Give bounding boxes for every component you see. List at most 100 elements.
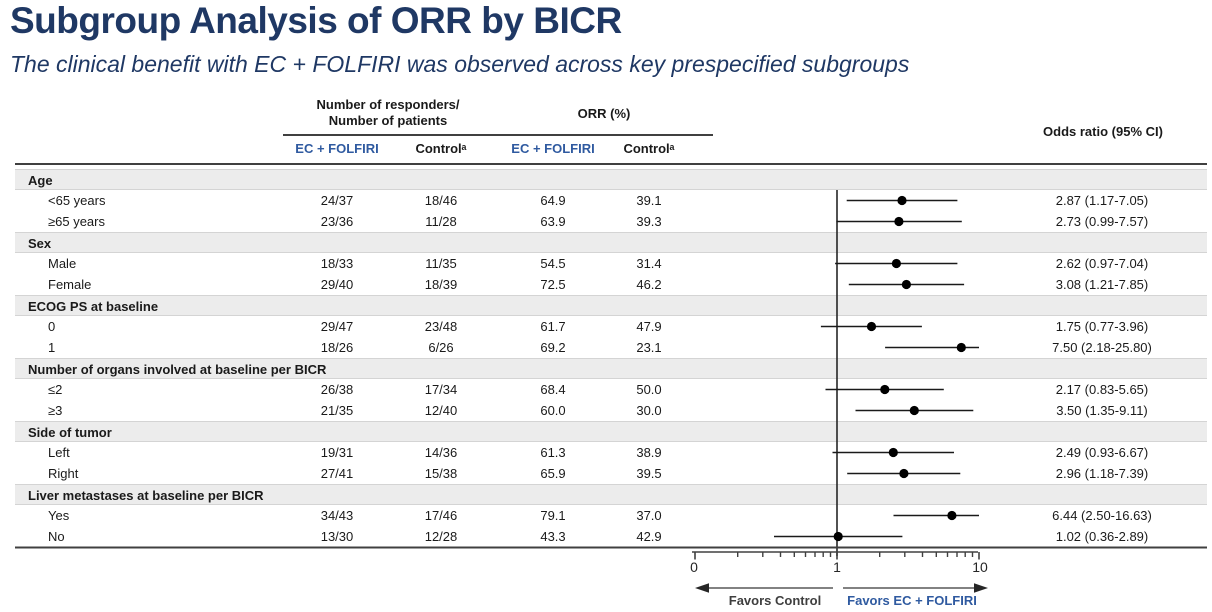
section-label: Age	[28, 173, 53, 188]
odds-ratio-cell: 2.62 (0.97-7.04)	[1055, 256, 1149, 271]
subheader-control-responders: Controlᵃ	[415, 141, 467, 156]
orr-control-cell: 30.0	[636, 403, 662, 418]
responders-ec-cell: 34/43	[320, 508, 354, 523]
subgroup-label: ≤2	[48, 382, 63, 397]
header-orr: ORR (%)	[577, 106, 631, 121]
odds-ratio-cell: 3.50 (1.35-9.11)	[1056, 403, 1148, 418]
responders-control-cell: 6/26	[428, 340, 454, 355]
subgroup-label: No	[48, 529, 65, 544]
orr-ec-cell: 54.5	[540, 256, 566, 271]
orr-ec-cell: 60.0	[540, 403, 566, 418]
odds-ratio-cell: 3.08 (1.21-7.85)	[1055, 277, 1149, 292]
axis-tick-label-0: 0	[690, 559, 698, 575]
odds-ratio-cell: 2.96 (1.18-7.39)	[1055, 466, 1149, 481]
orr-ec-cell: 64.9	[540, 193, 566, 208]
odds-ratio-cell: 2.49 (0.93-6.67)	[1055, 445, 1149, 460]
orr-ec-cell: 65.9	[540, 466, 566, 481]
responders-ec-cell: 18/33	[320, 256, 354, 271]
subgroup-row: <65 years 24/37 18/46 64.9 39.1 2.87 (1.17-7.…	[15, 190, 1207, 211]
page-title: Subgroup Analysis of ORR by BICR	[10, 0, 622, 41]
subgroup-row: No 13/30 12/28 43.3 42.9 1.02 (0.36-2.89)	[15, 526, 1207, 547]
axis-tick-label-10: 10	[972, 559, 988, 575]
subgroup-row: Right 27/41 15/38 65.9 39.5 2.96 (1.18-7.39)	[15, 463, 1207, 484]
header-responders: Number of responders/ Number of patients	[316, 97, 460, 128]
orr-control-cell: 42.9	[636, 529, 662, 544]
orr-control-cell: 23.1	[636, 340, 662, 355]
section-label: Number of organs involved at baseline pe…	[28, 362, 327, 377]
section-row: Liver metastases at baseline per BICR	[15, 484, 1207, 505]
orr-ec-cell: 68.4	[540, 382, 566, 397]
orr-ec-cell: 79.1	[540, 508, 566, 523]
section-row: Number of organs involved at baseline pe…	[15, 358, 1207, 379]
subgroup-label: ≥3	[48, 403, 63, 418]
odds-ratio-cell: 6.44 (2.50-16.63)	[1052, 508, 1152, 523]
orr-ec-cell: 69.2	[540, 340, 566, 355]
subgroup-row: 1 18/26 6/26 69.2 23.1 7.50 (2.18-25.80)	[15, 337, 1207, 358]
responders-control-cell: 18/39	[424, 277, 458, 292]
favors-control-label: Favors Control	[728, 593, 822, 608]
responders-ec-cell: 26/38	[320, 382, 354, 397]
subgroup-row: Left 19/31 14/36 61.3 38.9 2.49 (0.93-6.67)	[15, 442, 1207, 463]
responders-ec-cell: 29/47	[320, 319, 354, 334]
responders-ec-cell: 23/36	[320, 214, 354, 229]
page-subtitle: The clinical benefit with EC + FOLFIRI w…	[10, 51, 910, 77]
section-label: ECOG PS at baseline	[28, 299, 159, 314]
section-row: ECOG PS at baseline	[15, 295, 1207, 316]
orr-ec-cell: 63.9	[540, 214, 566, 229]
subgroup-label: Left	[48, 445, 70, 460]
subgroup-label: ≥65 years	[48, 214, 105, 229]
subgroup-row: ≤2 26/38 17/34 68.4 50.0 2.17 (0.83-5.65)	[15, 379, 1207, 400]
subgroup-label: Female	[48, 277, 92, 292]
section-row: Sex	[15, 232, 1207, 253]
subgroup-label: Male	[48, 256, 77, 271]
odds-ratio-cell: 1.75 (0.77-3.96)	[1055, 319, 1149, 334]
responders-control-cell: 11/28	[425, 214, 457, 229]
subgroup-label: Right	[48, 466, 79, 481]
subgroup-label: 0	[48, 319, 56, 334]
orr-control-cell: 46.2	[636, 277, 662, 292]
orr-ec-cell: 72.5	[540, 277, 566, 292]
orr-control-cell: 31.4	[636, 256, 662, 271]
odds-ratio-cell: 7.50 (2.18-25.80)	[1052, 340, 1152, 355]
responders-ec-cell: 29/40	[320, 277, 354, 292]
responders-control-cell: 11/35	[425, 256, 457, 271]
subgroup-label: Yes	[48, 508, 70, 523]
responders-control-cell: 12/28	[424, 529, 458, 544]
orr-control-cell: 37.0	[636, 508, 662, 523]
section-label: Sex	[28, 236, 52, 251]
header-group-underline	[283, 134, 713, 136]
favors-control-arrowhead	[695, 583, 709, 593]
subgroup-row: ≥65 years 23/36 11/28 63.9 39.3 2.73 (0.99-7.…	[15, 211, 1207, 232]
subgroup-row: Female 29/40 18/39 72.5 46.2 3.08 (1.21-7.85)	[15, 274, 1207, 295]
header-odds-ratio: Odds ratio (95% CI)	[1043, 124, 1163, 139]
subgroup-row: 0 29/47 23/48 61.7 47.9 1.75 (0.77-3.96)	[15, 316, 1207, 337]
subgroup-row: Male 18/33 11/35 54.5 31.4 2.62 (0.97-7.04)	[15, 253, 1207, 274]
section-label: Liver metastases at baseline per BICR	[28, 488, 264, 503]
favors-ec-arrowhead	[974, 583, 988, 593]
responders-control-cell: 23/48	[424, 319, 458, 334]
orr-control-cell: 50.0	[636, 382, 662, 397]
responders-control-cell: 17/34	[424, 382, 458, 397]
subheader-ec-folfiri-responders: EC + FOLFIRI	[295, 141, 379, 156]
subgroup-label: 1	[48, 340, 56, 355]
subheader-ec-folfiri-orr: EC + FOLFIRI	[511, 141, 595, 156]
responders-ec-cell: 27/41	[320, 466, 354, 481]
orr-control-cell: 39.3	[636, 214, 662, 229]
responders-ec-cell: 21/35	[320, 403, 354, 418]
responders-control-cell: 18/46	[424, 193, 458, 208]
subgroup-label: <65 years	[48, 193, 106, 208]
responders-control-cell: 14/36	[424, 445, 458, 460]
favors-ec-folfiri-label: Favors EC + FOLFIRI	[847, 593, 977, 608]
orr-control-cell: 39.1	[636, 193, 662, 208]
odds-ratio-cell: 2.87 (1.17-7.05)	[1055, 193, 1149, 208]
orr-ec-cell: 61.7	[540, 319, 566, 334]
section-row: Age	[15, 169, 1207, 190]
orr-control-cell: 38.9	[636, 445, 662, 460]
responders-ec-cell: 18/26	[320, 340, 354, 355]
responders-ec-cell: 24/37	[320, 193, 354, 208]
section-label: Side of tumor	[28, 425, 112, 440]
responders-ec-cell: 13/30	[320, 529, 354, 544]
odds-ratio-cell: 2.73 (0.99-7.57)	[1055, 214, 1149, 229]
responders-ec-cell: 19/31	[320, 445, 354, 460]
